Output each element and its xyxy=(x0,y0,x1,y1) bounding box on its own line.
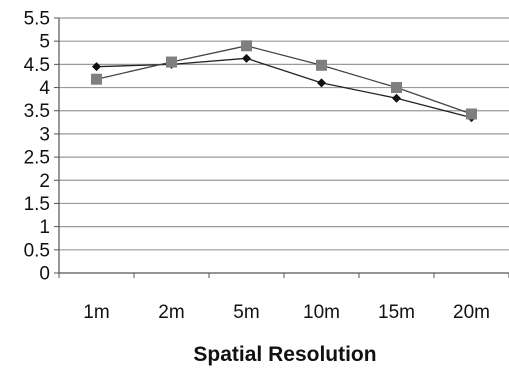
square-marker xyxy=(91,73,102,85)
square-marker xyxy=(466,108,477,120)
axes xyxy=(54,17,509,278)
y-tick-label: 1.5 xyxy=(24,194,50,215)
diamond-marker xyxy=(92,62,101,72)
y-tick-label: 2 xyxy=(39,171,50,192)
x-tick-label: 15m xyxy=(378,302,415,323)
series-lines xyxy=(96,45,472,119)
x-tick-label: 1m xyxy=(83,302,109,323)
y-tick-label: 0.5 xyxy=(24,240,50,261)
diamond-marker xyxy=(392,93,401,103)
y-axis-tick-labels: 0 0.511.522.5 33.544.555.5 xyxy=(24,9,51,285)
x-tick-label: 2m xyxy=(158,302,184,323)
x-tick-label: 10m xyxy=(303,302,340,323)
y-tick-label: 1 xyxy=(39,217,50,238)
x-tick-label: 20m xyxy=(453,302,490,323)
y-tick-label: 4 xyxy=(39,78,50,99)
y-tick-label: 3 xyxy=(39,124,50,145)
gridlines xyxy=(59,17,509,251)
x-axis-tick-labels: 1m 2m 5m 10m 15m 20m xyxy=(83,302,490,323)
diamond-marker xyxy=(317,78,326,88)
square-marker xyxy=(241,40,252,52)
square-marker xyxy=(391,82,402,94)
x-tick-label: 5m xyxy=(233,302,259,323)
y-tick-label: 5.5 xyxy=(24,9,50,30)
x-axis-label: Spatial Resolution xyxy=(193,343,376,366)
y-tick-label: 0 xyxy=(39,264,50,285)
y-tick-label: 5 xyxy=(39,32,50,53)
y-tick-label: 2.5 xyxy=(24,148,50,169)
y-tick-label: 3.5 xyxy=(24,101,50,122)
series-line-2 xyxy=(96,45,472,115)
square-marker xyxy=(166,56,177,68)
diamond-marker xyxy=(242,53,251,63)
series-markers xyxy=(91,40,477,123)
square-marker xyxy=(316,59,327,71)
y-tick-label: 4.5 xyxy=(24,55,50,76)
